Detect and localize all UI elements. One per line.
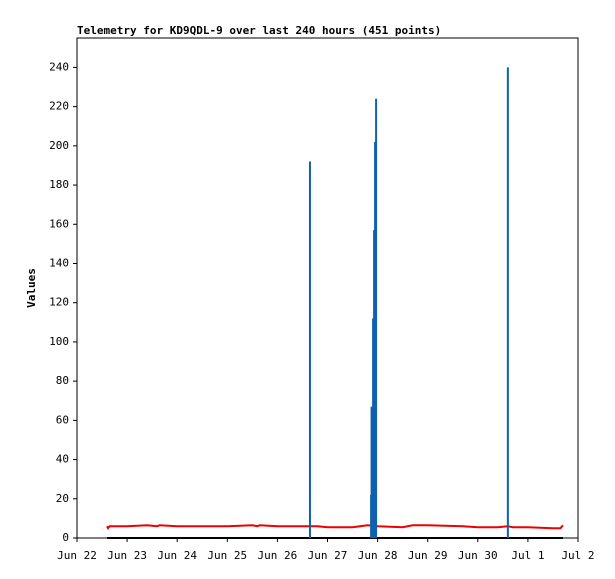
y-tick-label: 120 — [49, 296, 69, 309]
x-tick-label: Jun 22 — [57, 549, 97, 562]
y-tick-label: 140 — [49, 256, 69, 269]
y-tick-label: 40 — [56, 453, 69, 466]
y-tick-label: 160 — [49, 217, 69, 230]
x-tick-label: Jun 28 — [358, 549, 398, 562]
series-line — [106, 524, 564, 531]
x-tick-label: Jun 26 — [258, 549, 298, 562]
y-tick-label: 80 — [56, 374, 69, 387]
x-tick-label: Jun 24 — [157, 549, 197, 562]
x-tick-label: Jul 2 — [561, 549, 594, 562]
y-tick-label: 100 — [49, 335, 69, 348]
x-tick-label: Jun 23 — [107, 549, 147, 562]
x-tick-label: Jun 27 — [308, 549, 348, 562]
y-tick-label: 0 — [62, 531, 69, 544]
y-tick-label: 180 — [49, 178, 69, 191]
x-tick-label: Jun 25 — [207, 549, 247, 562]
y-tick-label: 200 — [49, 139, 69, 152]
y-tick-label: 20 — [56, 492, 69, 505]
y-tick-label: 60 — [56, 413, 69, 426]
x-tick-label: Jun 29 — [408, 549, 448, 562]
x-tick-label: Jun 30 — [458, 549, 498, 562]
x-tick-label: Jul 1 — [511, 549, 544, 562]
chart-title: Telemetry for KD9QDL-9 over last 240 hou… — [77, 24, 441, 37]
y-tick-label: 240 — [49, 60, 69, 73]
y-tick-label: 220 — [49, 100, 69, 113]
y-axis-label: Values — [25, 268, 38, 308]
plot-frame — [76, 37, 579, 539]
